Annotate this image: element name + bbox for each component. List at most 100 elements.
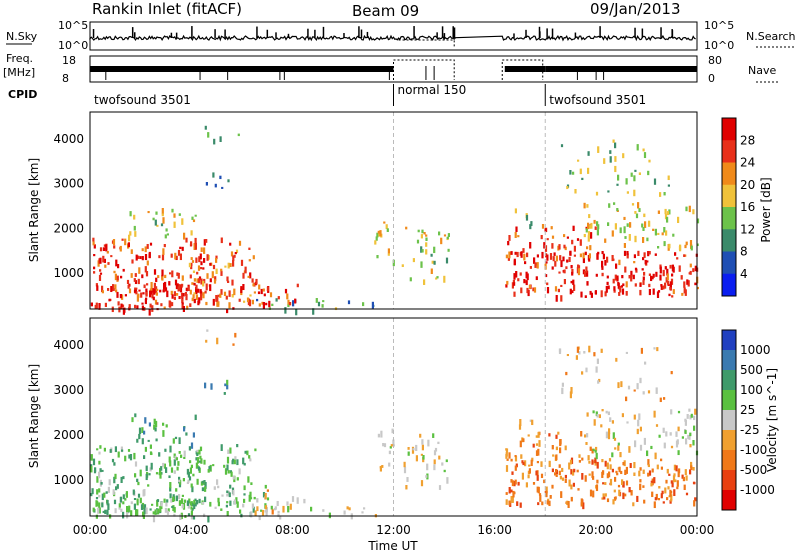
heatmap-cell: [116, 275, 119, 281]
heatmap-cell: [526, 252, 529, 258]
heatmap-cell: [692, 209, 695, 215]
heatmap-cell: [115, 486, 118, 491]
heatmap-cell: [150, 462, 153, 470]
heatmap-cell: [554, 286, 558, 292]
colorbar-swatch: [722, 184, 736, 208]
heatmap-cell: [581, 457, 584, 461]
heatmap-cell: [105, 491, 108, 494]
heatmap-cell: [107, 288, 110, 291]
heatmap-cell: [647, 472, 650, 477]
heatmap-cell: [142, 292, 145, 295]
heatmap-cell: [420, 480, 424, 487]
heatmap-cell: [220, 268, 223, 272]
heatmap-cell: [128, 234, 131, 242]
heatmap-cell: [204, 382, 207, 389]
heatmap-cell: [546, 238, 549, 241]
heatmap-cell: [642, 227, 645, 231]
heatmap-cell: [209, 464, 212, 472]
heatmap-cell: [385, 224, 388, 230]
heatmap-cell: [604, 482, 607, 485]
time-tick-0: 00:00: [73, 523, 108, 537]
heatmap-cell: [595, 452, 598, 460]
heatmap-cell: [623, 243, 626, 248]
heatmap-cell: [573, 254, 576, 257]
heatmap-cell: [243, 462, 246, 466]
heatmap-cell: [562, 256, 565, 262]
heatmap-cell: [191, 508, 194, 511]
heatmap-cell: [566, 354, 569, 357]
heatmap-cell: [169, 445, 172, 453]
heatmap-cell: [102, 255, 105, 263]
heatmap-cell: [664, 487, 667, 494]
heatmap-cell: [534, 262, 537, 268]
heatmap-cell: [687, 280, 690, 287]
heatmap-cell: [207, 469, 210, 473]
heatmap-cell: [147, 439, 150, 442]
heatmap-cell: [246, 297, 250, 303]
heatmap-cell: [573, 245, 576, 252]
heatmap-cell: [551, 445, 554, 450]
heatmap-cell: [141, 274, 144, 279]
heatmap-cell: [663, 442, 666, 449]
nsky-label: N.Sky: [6, 30, 38, 43]
heatmap-cell: [555, 469, 558, 473]
heatmap-cell: [636, 428, 639, 435]
power-yticks: 1000 2000 3000 4000: [53, 132, 84, 280]
heatmap-cell: [133, 452, 136, 460]
heatmap-cell: [220, 237, 223, 244]
heatmap-cell: [596, 221, 599, 226]
heatmap-cell: [591, 459, 594, 465]
heatmap-cell: [186, 305, 189, 310]
heatmap-cell: [389, 446, 392, 449]
heatmap-cell: [584, 251, 587, 256]
heatmap-cell: [433, 246, 436, 254]
heatmap-cell: [165, 424, 168, 428]
heatmap-cell: [184, 292, 187, 296]
heatmap-cell: [183, 450, 186, 457]
heatmap-cell: [162, 289, 165, 293]
heatmap-cell: [181, 303, 184, 309]
heatmap-cell: [114, 508, 117, 514]
heatmap-cell: [684, 419, 687, 426]
heatmap-cell: [511, 496, 514, 503]
heatmap-cell: [622, 153, 625, 159]
heatmap-cell: [204, 125, 207, 130]
heatmap-cell: [270, 505, 273, 510]
heatmap-cell: [122, 268, 125, 272]
heatmap-cell: [626, 421, 629, 424]
heatmap-cell: [179, 246, 182, 250]
heatmap-cell: [690, 245, 693, 251]
heatmap-cell: [588, 214, 591, 219]
nave-label: Nave: [748, 64, 776, 77]
heatmap-cell: [586, 412, 589, 417]
heatmap-cell: [581, 177, 584, 181]
time-tick-4: 16:00: [477, 523, 512, 537]
heatmap-cell: [657, 232, 660, 235]
heatmap-cell: [114, 473, 117, 480]
nsky-tick-low: 10^0: [58, 39, 88, 52]
heatmap-cell: [629, 222, 632, 228]
heatmap-cell: [164, 507, 167, 513]
heatmap-cell: [540, 235, 543, 240]
velocity-frame: [89, 317, 698, 517]
heatmap-cell: [607, 285, 610, 290]
heatmap-cell: [200, 458, 203, 464]
heatmap-cell: [622, 283, 625, 287]
heatmap-cell: [561, 387, 564, 395]
heatmap-cell: [624, 236, 627, 239]
heatmap-cell: [145, 288, 148, 295]
heatmap-cell: [441, 462, 444, 466]
heatmap-cell: [605, 410, 608, 414]
heatmap-cell: [665, 431, 668, 437]
heatmap-cell: [251, 299, 254, 305]
heatmap-cell: [153, 288, 156, 295]
heatmap-cell: [667, 175, 670, 181]
heatmap-cell: [191, 216, 194, 220]
heatmap-cell: [206, 273, 209, 279]
colorbar-swatch: [722, 330, 736, 351]
heatmap-cell: [203, 239, 206, 246]
heatmap-cell: [506, 458, 509, 461]
heatmap-cell: [665, 277, 668, 283]
heatmap-cell: [110, 255, 113, 258]
heatmap-cell: [136, 509, 139, 516]
